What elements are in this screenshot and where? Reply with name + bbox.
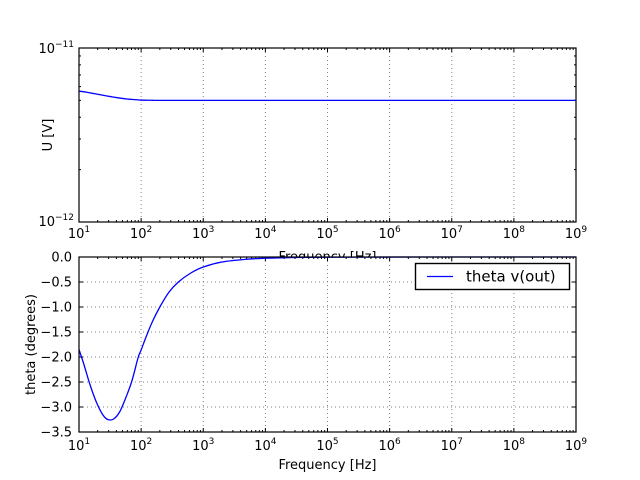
plot2-frame	[78, 256, 577, 433]
legend: theta v(out)	[414, 262, 571, 291]
y-tick-label: 0.0	[51, 251, 72, 266]
plot2-xlabel: Frequency [Hz]	[278, 458, 376, 473]
y-tick-label: −3.5	[40, 426, 72, 441]
plot1: 10110210310410510610710810910−1110−12Fre…	[38, 40, 587, 265]
plot1-curve	[78, 90, 576, 102]
plot1-ylabel: U [V]	[41, 119, 56, 152]
y-tick-label: −1.0	[40, 301, 72, 316]
plot1-background	[79, 48, 576, 222]
y-tick-label: −1.5	[40, 326, 72, 341]
plot1-frame	[78, 47, 577, 223]
y-tick-label: −3.0	[40, 401, 72, 416]
plot2-ylabel: theta (degrees)	[24, 294, 39, 395]
y-tick-label: −2.5	[40, 376, 72, 391]
y-tick-label: −2.0	[40, 351, 72, 366]
plot2: 101 102 103 104 105 106 107 108 1090.0−0.5−1.0−1…	[24, 251, 587, 474]
legend-label: theta v(out)	[466, 268, 556, 286]
y-tick-label: −0.5	[40, 276, 72, 291]
